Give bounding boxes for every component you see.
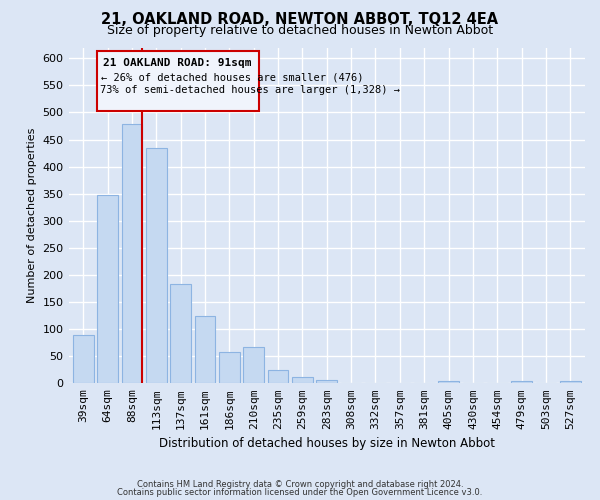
Bar xyxy=(73,334,94,384)
Bar xyxy=(511,381,532,384)
Bar xyxy=(244,347,264,384)
Text: 21 OAKLAND ROAD: 91sqm: 21 OAKLAND ROAD: 91sqm xyxy=(103,58,252,68)
Text: Size of property relative to detached houses in Newton Abbot: Size of property relative to detached ho… xyxy=(107,24,493,37)
Bar xyxy=(170,284,191,384)
Text: Contains public sector information licensed under the Open Government Licence v3: Contains public sector information licen… xyxy=(118,488,482,497)
Bar xyxy=(194,316,215,384)
Bar xyxy=(219,352,239,384)
Bar xyxy=(316,380,337,384)
Y-axis label: Number of detached properties: Number of detached properties xyxy=(27,128,37,303)
Bar xyxy=(268,370,289,384)
X-axis label: Distribution of detached houses by size in Newton Abbot: Distribution of detached houses by size … xyxy=(159,437,495,450)
Bar xyxy=(146,148,167,384)
Bar xyxy=(560,381,581,384)
Bar xyxy=(438,381,459,384)
Text: Contains HM Land Registry data © Crown copyright and database right 2024.: Contains HM Land Registry data © Crown c… xyxy=(137,480,463,489)
Bar xyxy=(122,124,142,384)
Bar xyxy=(292,377,313,384)
Bar xyxy=(97,196,118,384)
Text: ← 26% of detached houses are smaller (476): ← 26% of detached houses are smaller (47… xyxy=(101,72,364,83)
Text: 21, OAKLAND ROAD, NEWTON ABBOT, TQ12 4EA: 21, OAKLAND ROAD, NEWTON ABBOT, TQ12 4EA xyxy=(101,12,499,28)
FancyBboxPatch shape xyxy=(97,52,259,112)
Text: 73% of semi-detached houses are larger (1,328) →: 73% of semi-detached houses are larger (… xyxy=(100,84,400,94)
